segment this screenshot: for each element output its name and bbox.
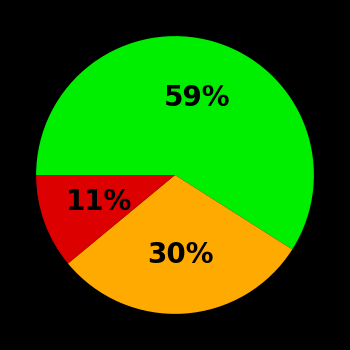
Text: 30%: 30% bbox=[147, 241, 213, 270]
Wedge shape bbox=[68, 175, 292, 314]
Wedge shape bbox=[36, 175, 175, 264]
Wedge shape bbox=[36, 36, 314, 250]
Text: 59%: 59% bbox=[164, 84, 231, 112]
Text: 11%: 11% bbox=[66, 188, 132, 216]
